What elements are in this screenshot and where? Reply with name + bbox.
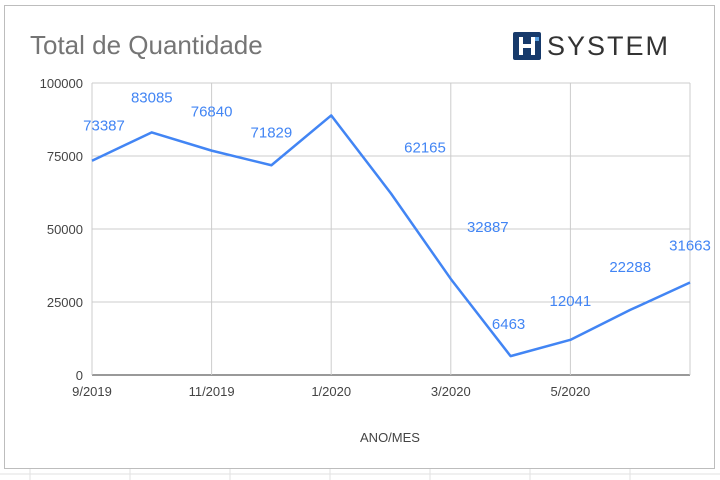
x-axis-title: ANO/MES <box>360 430 420 445</box>
chart-card[interactable]: Total de Quantidade SYSTEM <box>4 5 715 469</box>
series-line <box>91 114 691 358</box>
data-label: 62165 <box>404 139 446 156</box>
data-label: 73387 <box>83 118 125 135</box>
y-tick-label: 0 <box>76 368 83 383</box>
brand-logo: SYSTEM <box>513 28 670 64</box>
data-label: 83085 <box>131 89 173 106</box>
y-axis-ticks: 0 25000 50000 75000 100000 <box>40 76 83 383</box>
x-tick-label: 5/2020 <box>551 384 591 399</box>
chart-title: Total de Quantidade <box>30 30 263 60</box>
y-tick-label: 25000 <box>47 295 83 310</box>
x-tick-label: 1/2020 <box>311 384 351 399</box>
x-tick-label: 9/2019 <box>72 384 112 399</box>
data-label: 76840 <box>191 104 233 121</box>
y-tick-label: 75000 <box>47 149 83 164</box>
data-label: 32887 <box>467 219 509 236</box>
logo-text: SYSTEM <box>547 30 671 61</box>
x-tick-label: 3/2020 <box>431 384 471 399</box>
y-tick-label: 50000 <box>47 222 83 237</box>
gridlines <box>91 82 691 376</box>
data-label: 22288 <box>609 259 651 276</box>
x-tick-label: 11/2019 <box>189 384 235 399</box>
data-label: 12041 <box>550 293 592 310</box>
data-label: 6463 <box>492 316 525 333</box>
series-lines <box>91 114 691 358</box>
data-label: 71829 <box>251 124 293 141</box>
data-label: 31663 <box>669 238 711 255</box>
data-labels: 73387 83085 76840 71829 62165 32887 6463 12041 2… <box>83 89 711 333</box>
logo-mark-icon <box>513 32 541 60</box>
x-axis-ticks: 9/2019 11/2019 1/2020 3/2020 5/2020 <box>72 384 590 399</box>
y-tick-label: 100000 <box>40 76 83 91</box>
